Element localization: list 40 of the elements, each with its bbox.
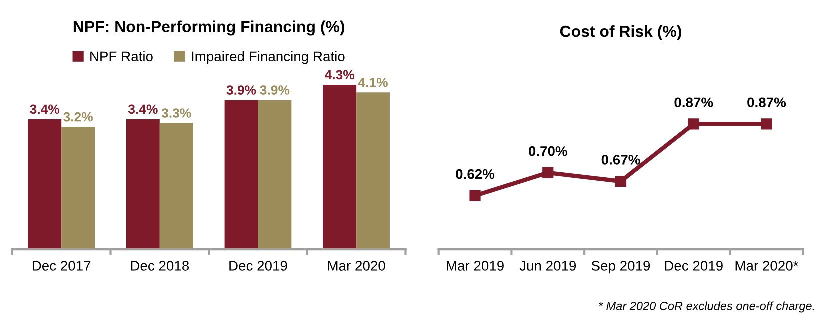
data-label: 4.1% xyxy=(358,78,388,88)
point xyxy=(761,118,772,130)
data-label: 3.3% xyxy=(162,108,192,118)
chart-title: NPF: Non-Performing Financing (%) xyxy=(74,20,344,36)
x-tick-label: Mar 2020* xyxy=(736,261,799,271)
data-label: 0.87% xyxy=(674,98,714,108)
data-label: 3.4% xyxy=(30,104,60,114)
text: * Mar 2020 CoR excludes one-off charge. xyxy=(599,302,814,313)
x-tick-label: Mar 2020 xyxy=(328,261,386,271)
point xyxy=(470,190,481,202)
data-label: 0.62% xyxy=(456,169,495,180)
bar xyxy=(224,100,258,250)
x-tick-label: Sep 2019 xyxy=(592,261,650,274)
data-label: 4.3% xyxy=(325,70,355,80)
bar xyxy=(62,127,96,250)
x-tick-label: Dec 2017 xyxy=(32,261,91,271)
data-label: 3.9% xyxy=(226,86,256,95)
bar xyxy=(160,123,194,250)
point xyxy=(542,167,554,178)
x-tick-label: Mar 2019 xyxy=(447,261,504,271)
bar xyxy=(356,92,390,250)
data-label: 3.9% xyxy=(260,86,290,95)
bar xyxy=(323,85,357,250)
x-tick-label: Jun 2019 xyxy=(520,261,576,271)
legend-label: Impaired Financing Ratio xyxy=(192,51,345,64)
legend-label: NPF Ratio xyxy=(90,51,153,62)
bar xyxy=(28,119,62,250)
data-label: 0.70% xyxy=(528,146,568,156)
point xyxy=(615,176,627,188)
x-tick-label: Dec 2019 xyxy=(230,261,288,271)
data-label: 0.87% xyxy=(748,98,786,108)
data-label: 3.2% xyxy=(64,112,93,122)
x-tick-label: Dec 2019 xyxy=(665,261,723,271)
x-tick-label: Dec 2018 xyxy=(131,261,190,271)
bar xyxy=(126,119,160,250)
chart-title: Cost of Risk (%) xyxy=(560,25,682,40)
bar xyxy=(258,100,292,250)
data-label: 3.4% xyxy=(128,104,158,114)
data-label: 0.67% xyxy=(602,155,640,165)
point xyxy=(688,118,700,130)
